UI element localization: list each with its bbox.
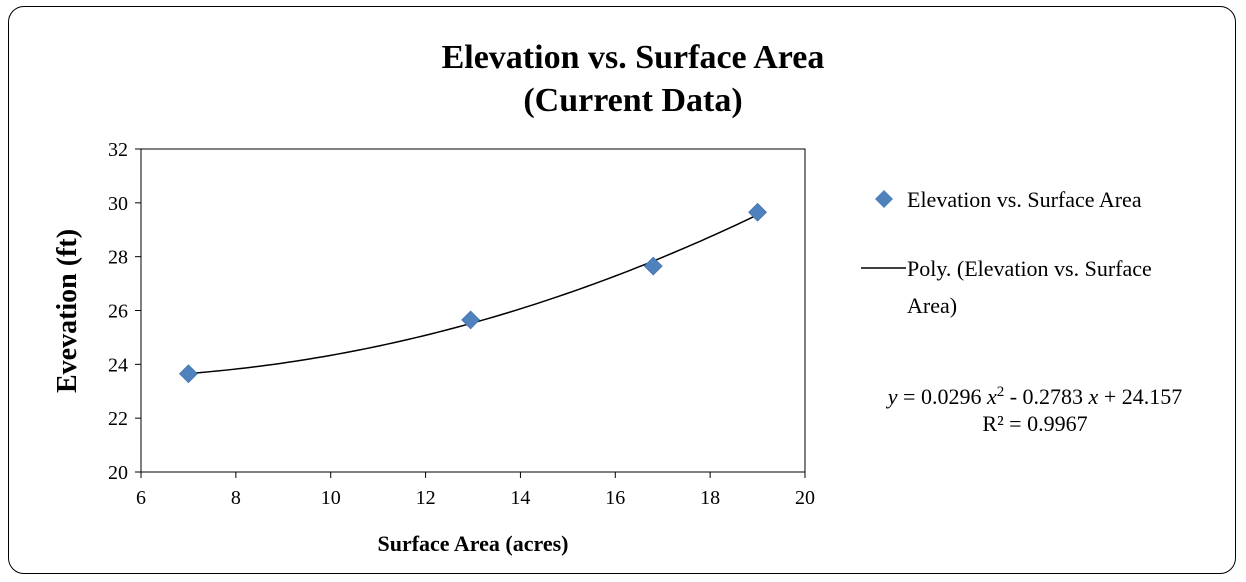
data-point [461, 310, 481, 330]
data-point [179, 364, 198, 384]
eq-part-2: - 0.2783 [1004, 384, 1088, 409]
legend-label-series: Elevation vs. Surface Area [907, 187, 1142, 212]
y-tick-label: 20 [108, 462, 128, 484]
eq-part-1: = 0.0296 [898, 384, 987, 409]
eq-x2: x [1088, 384, 1099, 409]
y-tick-label: 26 [108, 301, 128, 323]
plot-area [140, 148, 806, 473]
data-point [643, 256, 663, 276]
legend: Elevation vs. Surface Area Poly. (Elevat… [861, 187, 1152, 318]
legend-diamond-marker [875, 190, 893, 208]
x-axis-title: Surface Area (acres) [377, 531, 568, 556]
chart-title: Elevation vs. Surface Area (Current Data… [442, 39, 825, 119]
y-tick-label: 28 [108, 247, 128, 269]
data-point [748, 202, 767, 222]
x-tick-label: 12 [416, 487, 436, 509]
y-axis: 20 22 24 26 28 30 32 [108, 139, 141, 484]
chart-title-line-1: Elevation vs. Surface Area [442, 39, 825, 76]
eq-x1: x [986, 384, 997, 409]
y-axis-title: Evevation (ft) [52, 229, 83, 393]
trendline-r-squared: R² = 0.9967 [982, 411, 1087, 436]
y-tick-label: 30 [108, 193, 128, 215]
trendline-equation: y = 0.0296 x2 - 0.2783 x + 24.157 R² = 0… [886, 384, 1182, 436]
series-elevation-points [179, 202, 767, 384]
x-tick-label: 16 [605, 487, 625, 509]
eq-part-3: + 24.157 [1098, 384, 1182, 409]
y-tick-label: 22 [108, 408, 128, 430]
legend-label-trendline-1: Poly. (Elevation vs. Surface [907, 256, 1152, 281]
eq-y: y [886, 384, 898, 409]
x-tick-label: 6 [136, 487, 146, 509]
x-tick-label: 20 [795, 487, 815, 509]
legend-label-trendline-2: Area) [907, 293, 957, 318]
x-axis: 6 8 10 12 14 16 18 20 [136, 472, 815, 509]
y-tick-label: 24 [108, 354, 128, 376]
chart-title-line-2: (Current Data) [523, 82, 742, 119]
x-tick-label: 18 [700, 487, 720, 509]
eq-sup: 2 [997, 384, 1005, 400]
x-tick-label: 10 [321, 487, 341, 509]
x-tick-label: 8 [231, 487, 241, 509]
trendline-equation-text: y = 0.0296 x2 - 0.2783 x + 24.157 [886, 384, 1182, 409]
y-tick-label: 32 [108, 139, 128, 161]
x-tick-label: 14 [510, 487, 530, 509]
